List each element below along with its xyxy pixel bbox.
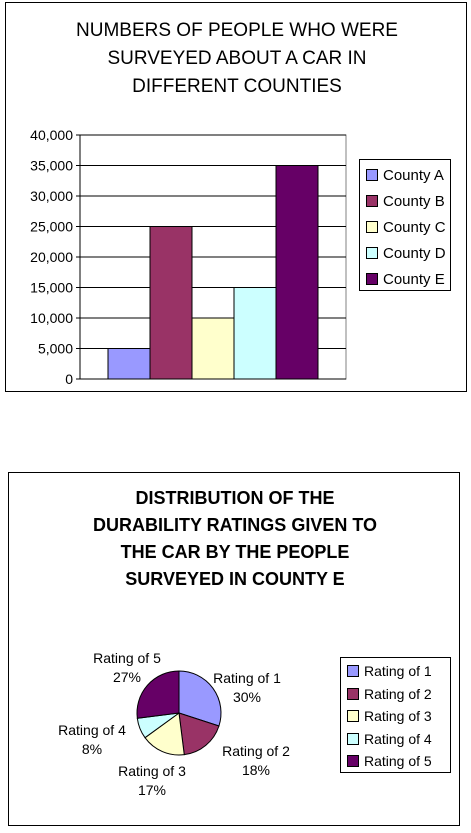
pie-chart-title-line: DURABILITY RATINGS GIVEN TO	[92, 515, 378, 535]
legend-item: Rating of 3	[347, 706, 432, 726]
y-tick-label: 25,000	[30, 219, 73, 235]
legend-item: Rating of 4	[347, 729, 432, 749]
pie-label-percent: 17%	[138, 782, 166, 798]
pie-label-name: Rating of 1	[213, 670, 281, 686]
pie-chart-svg: Rating of 1 30% Rating of 2 18% Rating of 3 1…	[58, 650, 290, 798]
legend-label: County D	[383, 244, 446, 262]
bar-chart-title: NUMBERS OF PEOPLE WHO WERE SURVEYED ABOU…	[6, 17, 468, 101]
pie-slice-rating-of-2	[178, 712, 220, 756]
pie-chart-panel: DISTRIBUTION OF THE DURABILITY RATINGS G…	[8, 472, 460, 826]
pie-label-name: Rating of 3	[118, 763, 186, 779]
pie-label-name: Rating of 2	[222, 743, 290, 759]
bar-county-e	[275, 165, 319, 380]
pie-slice-rating-of-5	[136, 670, 180, 719]
pie-slice-rating-of-1	[178, 670, 222, 727]
legend-label: County B	[383, 192, 445, 210]
legend-swatch	[366, 273, 378, 285]
legend-label: County A	[383, 166, 444, 184]
y-tick-label: 10,000	[30, 310, 73, 326]
legend-swatch	[347, 665, 359, 677]
bar-county-d	[233, 287, 277, 380]
legend-swatch	[347, 710, 359, 722]
y-tick-label: 20,000	[30, 249, 73, 265]
bar-chart-panel: NUMBERS OF PEOPLE WHO WERE SURVEYED ABOU…	[5, 2, 467, 392]
pie-chart-title-line: SURVEYED IN COUNTY E	[125, 569, 345, 589]
legend-swatch	[366, 169, 378, 181]
legend-item: County A	[366, 165, 444, 185]
pie-chart-title-line: THE CAR BY THE PEOPLE	[120, 542, 350, 562]
bar-chart-title-line: DIFFERENT COUNTIES	[132, 76, 342, 97]
legend-label: County E	[383, 270, 445, 288]
legend-swatch	[347, 755, 359, 767]
pie-chart-title: DISTRIBUTION OF THE DURABILITY RATINGS G…	[9, 485, 461, 593]
legend-item: County E	[366, 269, 445, 289]
y-tick-label: 15,000	[30, 280, 73, 296]
y-tick-label: 5,000	[38, 341, 73, 357]
legend-item: Rating of 5	[347, 751, 432, 771]
legend-swatch	[366, 221, 378, 233]
legend-label: Rating of 3	[364, 708, 432, 724]
pie-label-name: Rating of 4	[58, 722, 126, 738]
pie-label-percent: 18%	[242, 762, 270, 778]
legend-swatch	[366, 247, 378, 259]
legend-label: Rating of 2	[364, 685, 432, 702]
legend-swatch	[347, 687, 359, 700]
bar-county-a	[107, 348, 151, 380]
legend-label: Rating of 4	[364, 730, 432, 747]
bar-chart-legend: County A County B County C County D County E	[359, 159, 451, 291]
pie-label-percent: 8%	[82, 741, 102, 757]
legend-label: Rating of 1	[364, 663, 432, 679]
legend-label: County C	[383, 218, 446, 236]
y-tick-label: 35,000	[30, 158, 73, 174]
legend-item: County D	[366, 243, 446, 263]
bar-chart-title-line: NUMBERS OF PEOPLE WHO WERE	[76, 20, 398, 41]
y-tick-label: 30,000	[30, 188, 73, 204]
legend-item: Rating of 1	[347, 661, 432, 681]
y-tick-label: 0	[65, 371, 73, 387]
pie-chart-title-line: DISTRIBUTION OF THE	[135, 488, 335, 508]
bar-chart-title-line: SURVEYED ABOUT A CAR IN	[107, 48, 367, 69]
legend-swatch	[366, 195, 378, 207]
y-tick-label: 40,000	[30, 127, 73, 143]
legend-swatch	[347, 732, 359, 745]
pie-label-percent: 27%	[113, 669, 141, 685]
pie-slice-rating-of-3	[144, 712, 185, 756]
pie-label-percent: 30%	[233, 689, 261, 705]
legend-item: County B	[366, 191, 445, 211]
pie-chart-legend: Rating of 1 Rating of 2 Rating of 3 Rating …	[340, 657, 451, 773]
pie-label-name: Rating of 5	[93, 650, 161, 666]
bar-chart-svg: 40,000 35,000 30,000 25,000 20,000 15,000 10,0…	[30, 127, 347, 387]
bar-county-c	[191, 317, 235, 380]
legend-item: Rating of 2	[347, 684, 432, 704]
legend-label: Rating of 5	[364, 753, 432, 769]
bar-county-b	[149, 226, 193, 380]
legend-item: County C	[366, 217, 446, 237]
